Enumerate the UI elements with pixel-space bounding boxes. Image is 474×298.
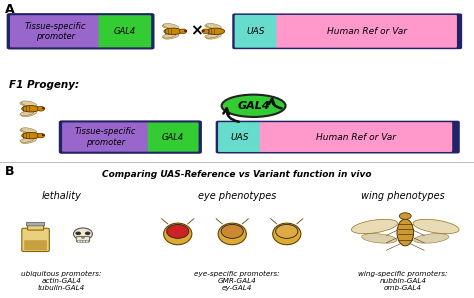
Text: wing-specific promoters:
nubbin-GAL4
omb-GAL4: wing-specific promoters: nubbin-GAL4 omb… [358, 271, 447, 291]
Ellipse shape [21, 128, 36, 133]
Ellipse shape [20, 138, 34, 142]
Ellipse shape [162, 34, 176, 38]
FancyBboxPatch shape [27, 222, 45, 226]
Text: ×: × [191, 24, 203, 39]
Ellipse shape [206, 24, 221, 29]
Text: Tissue-specific
promoter: Tissue-specific promoter [75, 127, 137, 147]
Ellipse shape [37, 133, 45, 138]
Text: eye phenotypes: eye phenotypes [198, 191, 276, 201]
Text: GAL4: GAL4 [237, 101, 270, 111]
Ellipse shape [42, 108, 45, 109]
Ellipse shape [21, 111, 36, 117]
FancyBboxPatch shape [76, 237, 90, 242]
Ellipse shape [21, 101, 36, 106]
Ellipse shape [82, 237, 84, 238]
Ellipse shape [207, 28, 225, 35]
Text: wing phenotypes: wing phenotypes [361, 191, 445, 201]
Ellipse shape [22, 105, 40, 112]
Text: B: B [5, 165, 14, 179]
Ellipse shape [413, 219, 459, 234]
FancyBboxPatch shape [218, 122, 261, 152]
FancyBboxPatch shape [59, 120, 202, 154]
Ellipse shape [399, 213, 411, 219]
Ellipse shape [162, 24, 176, 29]
Ellipse shape [22, 132, 40, 139]
Ellipse shape [73, 228, 92, 240]
Ellipse shape [184, 30, 187, 32]
FancyBboxPatch shape [62, 122, 150, 152]
Ellipse shape [206, 34, 221, 39]
FancyBboxPatch shape [83, 240, 86, 243]
FancyBboxPatch shape [27, 224, 44, 230]
Text: Tissue-specific
promoter: Tissue-specific promoter [25, 21, 86, 41]
FancyBboxPatch shape [276, 15, 457, 48]
Ellipse shape [414, 234, 449, 243]
FancyBboxPatch shape [10, 15, 100, 47]
Ellipse shape [75, 232, 81, 235]
Ellipse shape [20, 129, 34, 133]
Ellipse shape [202, 30, 204, 32]
Text: A: A [5, 3, 14, 16]
Text: Comparing UAS-Reference vs Variant function in vivo: Comparing UAS-Reference vs Variant funct… [102, 170, 372, 179]
Ellipse shape [180, 29, 187, 34]
FancyBboxPatch shape [24, 240, 47, 250]
Ellipse shape [164, 24, 179, 29]
FancyBboxPatch shape [80, 240, 83, 243]
Ellipse shape [276, 224, 298, 238]
Ellipse shape [205, 34, 219, 38]
FancyBboxPatch shape [216, 121, 460, 153]
FancyBboxPatch shape [99, 15, 151, 47]
Ellipse shape [221, 95, 285, 117]
FancyBboxPatch shape [232, 13, 462, 49]
Text: F1 Progeny:: F1 Progeny: [9, 80, 80, 91]
Ellipse shape [218, 223, 246, 245]
FancyBboxPatch shape [148, 122, 199, 152]
Ellipse shape [21, 138, 36, 143]
Text: eye-specific promoters:
GMR-GAL4
ey-GAL4: eye-specific promoters: GMR-GAL4 ey-GAL4 [194, 271, 280, 291]
Ellipse shape [164, 223, 192, 245]
Ellipse shape [37, 106, 45, 111]
FancyBboxPatch shape [235, 15, 278, 48]
Ellipse shape [85, 232, 91, 235]
Ellipse shape [202, 29, 209, 34]
Ellipse shape [351, 219, 398, 234]
Ellipse shape [20, 111, 34, 116]
Text: UAS: UAS [247, 27, 265, 36]
FancyBboxPatch shape [260, 122, 452, 152]
FancyBboxPatch shape [77, 240, 80, 243]
Text: ubiquitous promoters:
actin-GAL4
tubulin-GAL4: ubiquitous promoters: actin-GAL4 tubulin… [21, 271, 102, 291]
Ellipse shape [273, 223, 301, 245]
Text: lethality: lethality [42, 191, 82, 201]
Ellipse shape [167, 224, 189, 238]
Ellipse shape [397, 219, 413, 246]
Text: GAL4: GAL4 [114, 27, 136, 36]
FancyBboxPatch shape [7, 13, 155, 49]
FancyBboxPatch shape [86, 240, 89, 243]
Ellipse shape [205, 24, 219, 29]
Text: UAS: UAS [230, 133, 249, 142]
Text: Human Ref or Var: Human Ref or Var [327, 27, 407, 36]
Ellipse shape [221, 224, 243, 238]
Ellipse shape [362, 234, 397, 243]
Ellipse shape [20, 102, 34, 106]
Text: Human Ref or Var: Human Ref or Var [316, 133, 396, 142]
Ellipse shape [164, 34, 179, 39]
FancyBboxPatch shape [22, 228, 49, 252]
Ellipse shape [42, 134, 45, 136]
Ellipse shape [164, 28, 182, 35]
Text: GAL4: GAL4 [162, 133, 184, 142]
